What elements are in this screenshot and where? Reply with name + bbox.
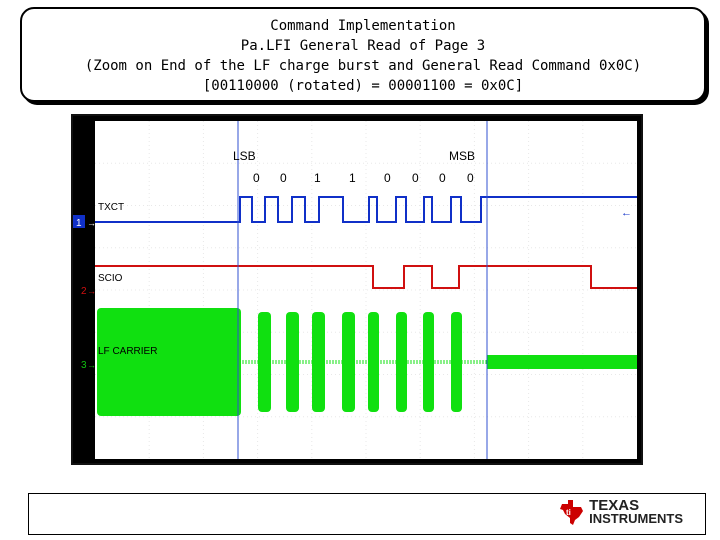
bit-label: 1 [314,171,321,185]
channel-2-number: 2 [81,286,87,297]
ti-wordmark-line2: INSTRUMENTS [589,511,683,526]
slide-subtitle: Pa.LFI General Read of Page 3 [240,38,486,54]
lsb-label: LSB [233,149,256,163]
channel-3-arrow-icon: → [87,360,96,370]
txct-channel-label: TXCT [98,202,124,213]
channel-3-number: 3 [81,360,87,371]
lf-carrier-channel-label: LF CARRIER [98,346,157,357]
carrier-burst [286,312,299,412]
texas-state-icon: ti [560,500,584,525]
title-box: Command Implementation Pa.LFI General Re… [20,7,706,102]
channel-1-number: 1 [76,218,82,229]
bit-labels: 0 0 1 1 0 0 0 0 [253,171,474,185]
ti-wordmark-line1: TEXAS [589,497,640,514]
channel-2-arrow-icon: → [87,286,96,296]
footer-bar: ti TEXAS INSTRUMENTS [28,493,706,535]
bit-label: 0 [384,171,391,185]
bit-label: 0 [467,171,474,185]
carrier-burst [97,308,241,416]
graticule [95,121,637,459]
carrier-burst [368,312,379,412]
slide-title: Command Implementation [270,18,456,34]
carrier-idle [487,355,637,369]
trigger-level-arrow-icon: ← [621,207,632,219]
lf-carrier-trace [97,308,637,416]
ti-logo: ti TEXAS INSTRUMENTS [559,498,683,526]
scio-trace [95,265,637,289]
bit-label: 0 [412,171,419,185]
scio-channel-label: SCIO [98,273,123,284]
msb-label: MSB [449,149,475,163]
bit-label: 0 [280,171,287,185]
channel-1-marker [73,215,85,228]
ti-icon-letters: ti [566,508,571,517]
slide-description: (Zoom on End of the LF charge burst and … [84,58,642,74]
ti-wordmark: TEXAS INSTRUMENTS [589,497,683,526]
txct-trace [95,196,637,223]
bit-label: 1 [349,171,356,185]
bit-label: 0 [253,171,260,185]
bit-label: 0 [439,171,446,185]
channel-1-arrow-icon: → [87,218,96,228]
bit-explanation: [00110000 (rotated) = 00001100 = 0x0C] [202,78,524,94]
